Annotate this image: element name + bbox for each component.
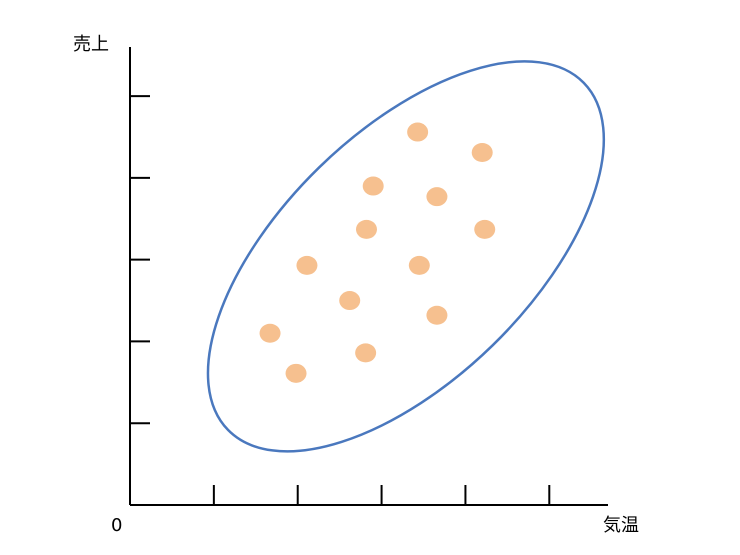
data-points (259, 122, 496, 383)
data-point-11 (426, 305, 448, 325)
correlation-ellipse (206, 60, 606, 453)
data-point-12 (471, 143, 493, 163)
data-point-8 (408, 255, 430, 275)
data-point-7 (362, 176, 384, 196)
data-point-2 (285, 363, 307, 383)
data-point-13 (474, 219, 496, 239)
data-point-3 (296, 255, 318, 275)
axes (129, 47, 608, 506)
data-point-1 (259, 323, 281, 343)
x-axis-label: 気温 (603, 515, 639, 536)
data-point-10 (426, 187, 448, 207)
data-point-6 (355, 219, 377, 239)
y-axis-label: 売上 (73, 34, 109, 55)
x-axis-ticks (212, 485, 551, 505)
data-point-4 (339, 291, 361, 311)
y-axis-ticks (130, 95, 150, 425)
origin-label: 0 (111, 515, 122, 536)
data-point-5 (355, 343, 377, 363)
data-point-9 (407, 122, 429, 142)
